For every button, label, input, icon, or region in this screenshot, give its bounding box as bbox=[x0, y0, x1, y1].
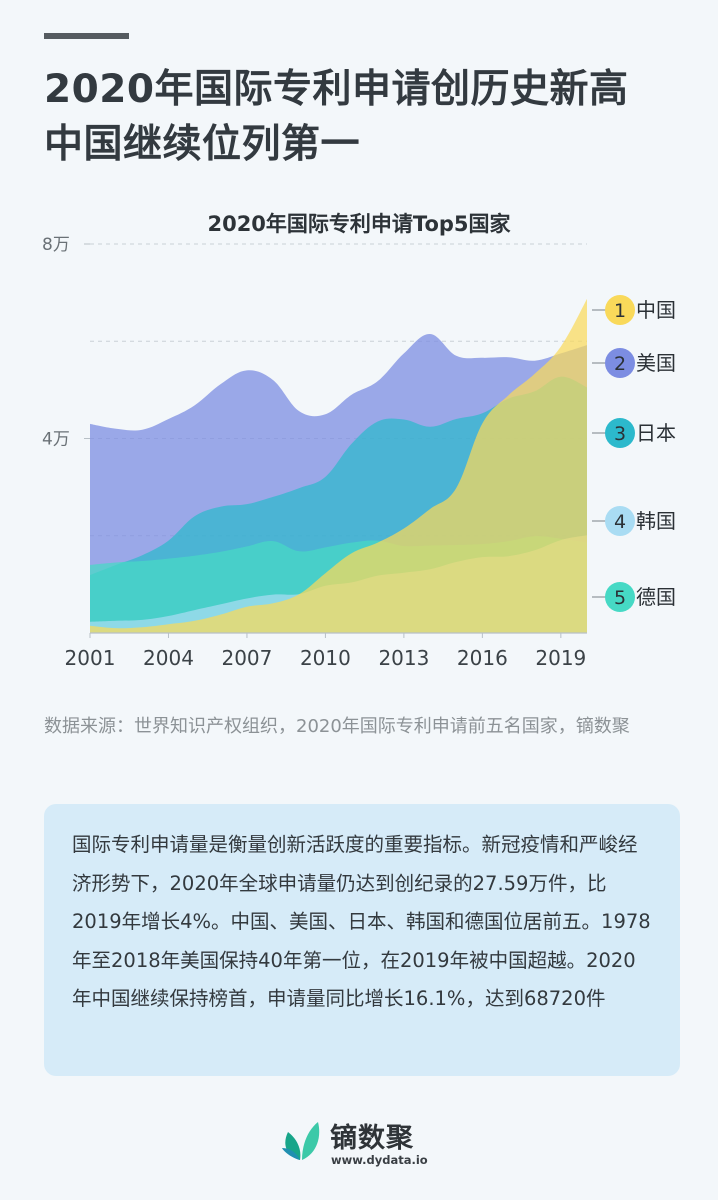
legend-rank-1: 1 bbox=[614, 300, 626, 322]
legend-label-1: 中国 bbox=[636, 298, 676, 322]
legend-badge-4 bbox=[605, 506, 635, 536]
legend-rank-2: 2 bbox=[614, 353, 626, 375]
legend-badge-2 bbox=[605, 348, 635, 378]
area-series-1 bbox=[90, 298, 587, 633]
legend-rank-4: 4 bbox=[614, 511, 626, 533]
legend-label-5: 德国 bbox=[636, 585, 676, 609]
note-text: 国际专利申请量是衡量创新活跃度的重要指标。新冠疫情和严峻经济形势下，2020年全… bbox=[72, 833, 651, 1010]
x-tick-label-6: 2019 bbox=[535, 646, 586, 670]
footer: 镝数聚 www.dydata.io bbox=[0, 1116, 718, 1176]
x-tick-label-1: 2004 bbox=[143, 646, 194, 670]
headline-line-2: 中国继续位列第一 bbox=[44, 122, 361, 167]
brand-name: 镝数聚 bbox=[330, 1123, 414, 1154]
y-tick-label-1: 8万 bbox=[42, 235, 70, 255]
top-accent-bar bbox=[44, 33, 129, 39]
legend-rank-3: 3 bbox=[614, 423, 626, 445]
headline: 2020年国际专利申请创历史新高 中国继续位列第一 bbox=[44, 62, 684, 172]
x-tick-label-4: 2013 bbox=[378, 646, 429, 670]
data-source: 数据来源：世界知识产权组织，2020年国际专利申请前五名国家，镝数聚 bbox=[44, 716, 630, 737]
y-tick-label-0: 4万 bbox=[42, 430, 70, 450]
x-tick-label-3: 2010 bbox=[300, 646, 351, 670]
legend-label-3: 日本 bbox=[636, 421, 676, 445]
note-box: 国际专利申请量是衡量创新活跃度的重要指标。新冠疫情和严峻经济形势下，2020年全… bbox=[44, 804, 680, 1076]
legend-label-4: 韩国 bbox=[636, 509, 676, 533]
chart-title: 2020年国际专利申请Top5国家 bbox=[207, 212, 511, 236]
legend-badge-3 bbox=[605, 418, 635, 448]
headline-line-1: 2020年国际专利申请创历史新高 bbox=[44, 67, 629, 112]
leaf-logo-icon bbox=[282, 1122, 320, 1160]
x-tick-label-5: 2016 bbox=[457, 646, 508, 670]
legend-badge-5 bbox=[605, 582, 635, 612]
legend-label-2: 美国 bbox=[636, 351, 676, 375]
brand-url: www.dydata.io bbox=[331, 1153, 428, 1167]
legend-rank-5: 5 bbox=[614, 587, 626, 609]
x-tick-label-0: 2001 bbox=[65, 646, 116, 670]
area-chart: 2001 2004 2007 2010 2013 2016 2019 4万 8万 1 中国 2 美国 3… bbox=[42, 235, 676, 670]
legend-badge-1 bbox=[605, 295, 635, 325]
x-tick-label-2: 2007 bbox=[221, 646, 272, 670]
